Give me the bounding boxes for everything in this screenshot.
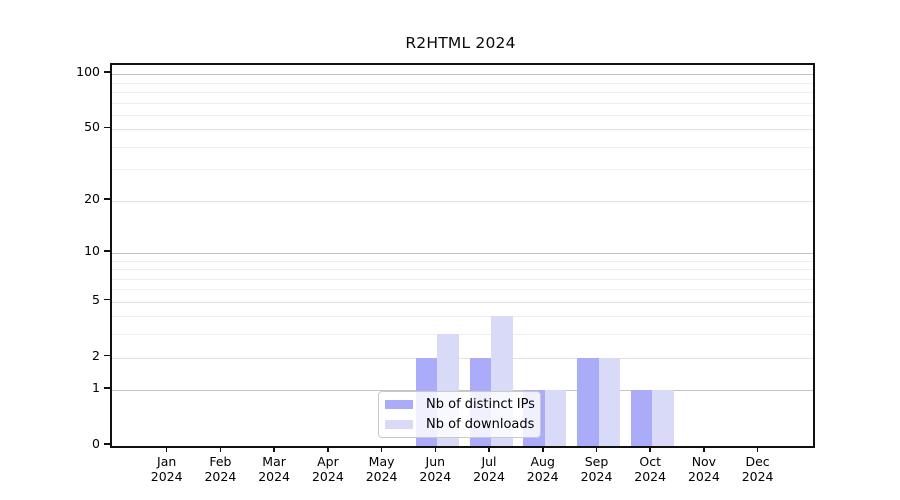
y-tick-label: 100: [76, 64, 100, 80]
decade-gridline: [112, 252, 813, 254]
x-tick-mark: [219, 446, 222, 452]
legend-label-downloads: Nb of downloads: [426, 417, 535, 432]
bar-downloads: [598, 357, 620, 446]
bar-distinct-ips: [630, 390, 653, 446]
legend-item-downloads: Nb of downloads: [385, 417, 540, 432]
minor-gridline: [112, 289, 813, 291]
decade-gridline: [112, 390, 813, 392]
y-tick-mark: [104, 298, 110, 301]
minor-gridline: [112, 334, 813, 336]
mid-gridline: [112, 129, 813, 131]
x-tick-mark: [165, 446, 168, 452]
y-tick-mark: [104, 443, 110, 445]
minor-gridline: [112, 169, 813, 171]
x-tick-mark: [273, 446, 275, 452]
bar-downloads: [652, 390, 674, 446]
y-tick-mark: [104, 71, 110, 73]
minor-gridline: [112, 269, 813, 270]
y-tick-mark: [104, 354, 110, 357]
y-tick-label: 20: [84, 190, 100, 206]
minor-gridline: [112, 114, 813, 116]
chart-title: R2HTML 2024: [405, 34, 516, 52]
legend-item-distinct-ips: Nb of distinct IPs: [385, 397, 540, 412]
x-tick-mark: [380, 446, 383, 452]
minor-gridline: [112, 316, 813, 318]
x-tick-mark: [756, 446, 759, 452]
x-tick-mark: [595, 446, 598, 452]
y-tick-mark: [104, 250, 110, 252]
mid-gridline: [112, 357, 813, 359]
bar-downloads: [544, 390, 567, 446]
x-tick-mark: [542, 446, 544, 452]
y-tick-label: 50: [84, 119, 100, 135]
mid-gridline: [112, 200, 813, 202]
mid-gridline: [112, 301, 813, 303]
y-tick-mark: [104, 387, 110, 389]
y-tick-label: 10: [84, 242, 100, 258]
minor-gridline: [112, 102, 813, 104]
x-tick-label: Jul 2024: [473, 454, 505, 484]
minor-gridline: [112, 278, 813, 280]
y-tick-label: 2: [92, 347, 100, 363]
x-tick-label: Dec 2024: [741, 454, 774, 484]
x-tick-label: Sep 2024: [580, 454, 613, 484]
y-tick-label: 1: [92, 380, 100, 396]
legend-label-distinct-ips: Nb of distinct IPs: [426, 397, 535, 412]
x-tick-label: Feb 2024: [204, 454, 237, 484]
y-tick-mark: [104, 126, 110, 128]
x-tick-mark: [488, 446, 490, 452]
x-tick-mark: [327, 446, 329, 452]
bar-distinct-ips: [577, 357, 599, 446]
y-tick-mark: [104, 198, 110, 200]
y-tick-label: 0: [92, 436, 100, 451]
minor-gridline: [112, 146, 813, 148]
legend-swatch-downloads-icon: [385, 420, 413, 429]
y-tick-label: 5: [92, 291, 100, 307]
x-tick-label: Mar 2024: [258, 454, 290, 484]
legend: Nb of distinct IPs Nb of downloads: [378, 391, 541, 438]
x-tick-label: Nov 2024: [687, 454, 720, 484]
decade-gridline: [112, 74, 813, 76]
x-tick-label: Jan 2024: [150, 454, 183, 484]
x-tick-label: Oct 2024: [634, 454, 667, 484]
minor-gridline: [112, 260, 813, 262]
x-tick-label: Apr 2024: [311, 454, 344, 484]
x-tick-mark: [703, 446, 705, 452]
minor-gridline: [112, 82, 813, 84]
x-tick-label: May 2024: [365, 454, 398, 484]
minor-gridline: [112, 92, 813, 93]
x-tick-mark: [649, 446, 651, 452]
x-tick-label: Jun 2024: [419, 454, 452, 484]
legend-swatch-distinct-ips-icon: [385, 400, 413, 409]
x-tick-label: Aug 2024: [526, 454, 559, 484]
x-tick-mark: [434, 446, 437, 452]
